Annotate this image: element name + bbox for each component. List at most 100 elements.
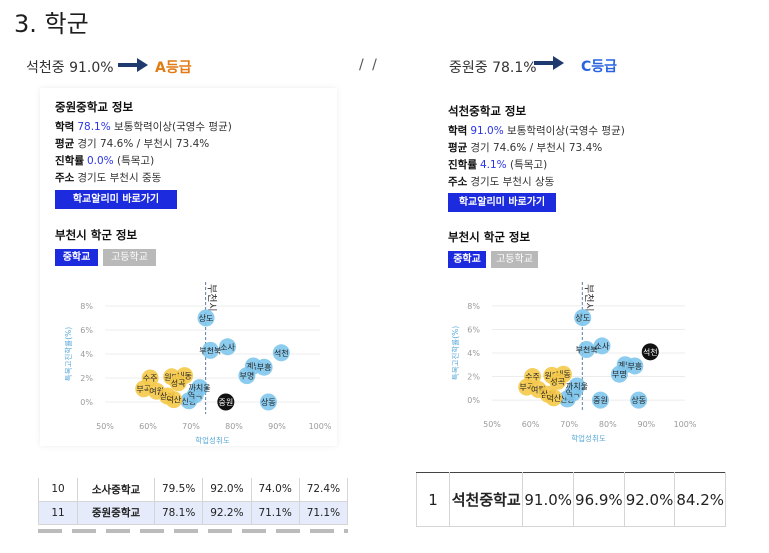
data-point-label: 부곡 bbox=[136, 385, 151, 394]
data-point-label: 계남 bbox=[618, 360, 633, 370]
left-avg-row: 평균 경기 74.6% / 부천시 73.4% bbox=[55, 136, 210, 153]
left-district-scatter-chart: 0% 2% 4% 6% 8% 50% 60% 70% 80% 90% 100% 학업성취도 특목고진학률… bbox=[63, 282, 332, 445]
data-point bbox=[591, 391, 609, 409]
data-point-label: 부흥 bbox=[627, 361, 642, 371]
data-point-label: 까치울 bbox=[189, 384, 211, 393]
y-tick-label: 2% bbox=[80, 374, 93, 383]
data-point-label: 석천 bbox=[274, 348, 289, 358]
data-point bbox=[191, 379, 209, 397]
tab-middle-school[interactable]: 중학교 bbox=[55, 249, 98, 266]
x-tick-label: 70% bbox=[560, 420, 578, 429]
data-point-label: 덕산 bbox=[166, 395, 181, 405]
separator: / / bbox=[359, 57, 379, 73]
addr-label: 주소 bbox=[448, 176, 468, 188]
data-point bbox=[610, 365, 628, 383]
x-tick-label: 80% bbox=[225, 422, 243, 431]
table-row: 1 석천중학교 91.0% 96.9% 92.0% 84.2% bbox=[416, 472, 726, 527]
data-point-label: 성곡 bbox=[550, 377, 565, 386]
school-info-link-button[interactable]: 학교알리미 바로가기 bbox=[448, 193, 556, 212]
data-point-label: 소사 bbox=[595, 342, 610, 351]
right-addr-row: 주소 경기도 부천시 상동 bbox=[448, 174, 555, 191]
tab-high-school[interactable]: 고등학교 bbox=[491, 251, 538, 268]
rate-value: 91.0% bbox=[470, 125, 504, 137]
rate-value: 78.1% bbox=[77, 121, 111, 133]
y-tick-label: 6% bbox=[467, 325, 480, 334]
rate-label: 학력 bbox=[448, 125, 468, 137]
table-row: 10 소사중학교 79.5% 92.0% 74.0% 72.4% bbox=[38, 478, 349, 502]
right-adv-row: 진학률 4.1% (특목고) bbox=[448, 157, 548, 174]
district-title: 부천시 학군 정보 bbox=[55, 228, 138, 242]
rate-label: 학력 bbox=[55, 121, 75, 133]
x-tick-label: 60% bbox=[139, 422, 157, 431]
right-arrow-icon bbox=[118, 58, 148, 72]
data-point-label: 까치울 bbox=[566, 382, 588, 391]
x-tick-label: 50% bbox=[96, 422, 114, 431]
value-cell: 71.1% bbox=[251, 501, 300, 525]
x-axis-label: 학업성취도 bbox=[195, 435, 230, 445]
value-cell: 91.0% bbox=[522, 472, 575, 527]
value-cell: 92.2% bbox=[202, 501, 252, 525]
data-point-label: 부흥 bbox=[257, 362, 272, 372]
school-info-link-button[interactable]: 학교알리미 바로가기 bbox=[55, 190, 177, 209]
adv-desc: (특목고) bbox=[510, 159, 548, 171]
reference-line-label: 부천시 bbox=[206, 284, 218, 312]
left-addr-row: 주소 경기도 부천시 중동 bbox=[55, 170, 162, 187]
adv-value: 4.1% bbox=[479, 159, 507, 171]
right-grade: C등급 bbox=[581, 59, 618, 75]
data-point bbox=[641, 343, 659, 361]
left-ranking-table: 10 소사중학교 79.5% 92.0% 74.0% 72.4% 11 중원중학… bbox=[38, 478, 349, 525]
data-point-label: 계남 bbox=[246, 361, 261, 371]
data-point bbox=[630, 391, 648, 409]
value-cell: 72.4% bbox=[299, 478, 349, 502]
data-point bbox=[272, 344, 290, 362]
data-point-label: 성곡 bbox=[171, 379, 186, 388]
right-avg-row: 평균 경기 74.6% / 부천시 73.4% bbox=[448, 140, 603, 157]
district-title: 부천시 학군 정보 bbox=[448, 230, 531, 244]
data-point bbox=[549, 372, 567, 390]
data-point-label: 소사 bbox=[220, 343, 235, 352]
data-point bbox=[255, 358, 273, 376]
data-point-label: 중원 bbox=[593, 396, 608, 405]
value-cell: 92.0% bbox=[202, 478, 252, 502]
rank-cell: 10 bbox=[38, 478, 78, 502]
rank-cell: 11 bbox=[38, 501, 78, 525]
x-axis-label: 학업성취도 bbox=[571, 433, 606, 443]
avg-value: 경기 74.6% / 부천시 73.4% bbox=[470, 142, 603, 154]
school-name-cell: 소사중학교 bbox=[77, 478, 155, 502]
data-point-label: 신흥 bbox=[181, 396, 196, 406]
value-cell: 74.0% bbox=[251, 478, 300, 502]
value-cell: 71.1% bbox=[299, 501, 349, 525]
data-point bbox=[259, 393, 277, 411]
y-axis-label: 특목고진학률(%) bbox=[63, 327, 73, 381]
data-point bbox=[217, 393, 235, 411]
table-row-cutoff bbox=[38, 526, 348, 553]
x-tick-label: 90% bbox=[638, 420, 656, 429]
addr-value: 경기도 부천시 중동 bbox=[77, 172, 162, 184]
data-point-label: 석천 bbox=[643, 347, 658, 357]
value-cell: 78.1% bbox=[154, 501, 204, 525]
data-point-label: 부명 bbox=[240, 371, 255, 381]
right-arrow-icon bbox=[534, 56, 564, 70]
data-point-label: 부곡 bbox=[519, 383, 534, 392]
value-cell: 84.2% bbox=[674, 472, 726, 527]
data-point bbox=[197, 309, 215, 327]
data-point-label: 덕산 bbox=[546, 393, 561, 403]
right-ranking-table: 1 석천중학교 91.0% 96.9% 92.0% 84.2% bbox=[416, 472, 726, 527]
rate-desc: 보통학력이상(국영수 평균) bbox=[507, 125, 625, 137]
data-point-label: 부명 bbox=[612, 369, 627, 379]
tab-middle-school[interactable]: 중학교 bbox=[448, 251, 486, 268]
avg-value: 경기 74.6% / 부천시 73.4% bbox=[77, 138, 210, 150]
right-school-rate: 중원중 78.1% bbox=[449, 60, 537, 76]
x-tick-label: 80% bbox=[599, 420, 617, 429]
y-tick-label: 6% bbox=[80, 326, 93, 335]
tab-high-school[interactable]: 고등학교 bbox=[103, 249, 156, 266]
x-tick-label: 100% bbox=[674, 420, 697, 429]
y-tick-label: 4% bbox=[80, 350, 93, 359]
school-name-cell: 석천중학교 bbox=[449, 472, 524, 527]
value-cell: 79.5% bbox=[154, 478, 204, 502]
data-point bbox=[165, 391, 183, 409]
avg-label: 평균 bbox=[448, 142, 468, 154]
data-point-label: 여월 bbox=[531, 385, 546, 395]
adv-label: 진학률 bbox=[448, 159, 477, 171]
x-tick-label: 60% bbox=[522, 420, 540, 429]
